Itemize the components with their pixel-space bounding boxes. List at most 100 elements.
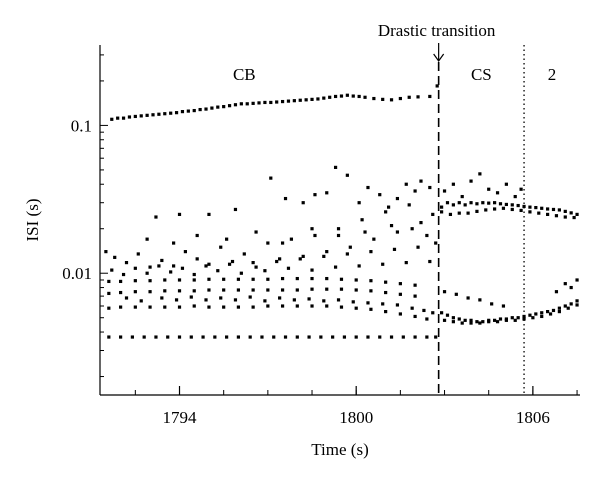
- data-point: [498, 202, 503, 206]
- data-point: [357, 94, 361, 99]
- data-point: [169, 270, 173, 274]
- data-point: [322, 96, 326, 100]
- data-point: [280, 304, 285, 308]
- data-point: [392, 247, 397, 251]
- data-point: [490, 302, 494, 306]
- data-point: [280, 99, 285, 104]
- data-point: [369, 250, 373, 254]
- data-point: [413, 314, 417, 319]
- data-point: [445, 313, 450, 317]
- data-point: [192, 278, 196, 282]
- data-point: [439, 311, 444, 315]
- data-point: [451, 316, 455, 320]
- data-point: [216, 105, 220, 109]
- data-point: [345, 93, 349, 97]
- data-point: [145, 237, 149, 241]
- data-point: [431, 311, 435, 315]
- data-point: [528, 313, 532, 317]
- data-point: [386, 205, 391, 209]
- data-point: [416, 245, 420, 249]
- data-point: [363, 230, 367, 234]
- data-point: [575, 212, 579, 217]
- data-point: [172, 264, 176, 268]
- data-point: [510, 316, 514, 320]
- data-point: [269, 100, 273, 105]
- data-point: [242, 252, 246, 256]
- data-point: [369, 289, 373, 293]
- data-point: [551, 308, 556, 313]
- data-point: [398, 96, 402, 101]
- data-point: [248, 295, 252, 299]
- data-point: [174, 298, 179, 302]
- data-point: [519, 187, 523, 191]
- data-point: [366, 185, 370, 190]
- data-point: [439, 205, 444, 209]
- data-points: [104, 84, 579, 339]
- data-point: [119, 290, 123, 295]
- data-point: [107, 291, 111, 296]
- data-point: [381, 97, 385, 101]
- data-point: [498, 317, 503, 321]
- data-point: [428, 185, 432, 190]
- data-point: [372, 237, 376, 241]
- data-point: [457, 201, 461, 205]
- data-point: [198, 107, 202, 112]
- data-point: [563, 304, 567, 308]
- data-point: [189, 335, 193, 339]
- data-point: [325, 276, 329, 281]
- data-point: [537, 211, 541, 215]
- data-point: [478, 172, 482, 176]
- data-point: [313, 233, 317, 238]
- data-point: [398, 312, 402, 316]
- data-point: [534, 205, 538, 210]
- data-point: [169, 111, 173, 115]
- data-point: [413, 189, 417, 193]
- data-point: [142, 335, 146, 339]
- data-point: [319, 335, 323, 339]
- data-point: [133, 114, 137, 119]
- data-point: [216, 269, 220, 273]
- data-point: [304, 98, 308, 102]
- data-point: [236, 335, 241, 339]
- data-point: [251, 305, 255, 309]
- data-point: [540, 311, 544, 315]
- data-point: [310, 304, 314, 308]
- tick-labels: 1794 1800 1806 0.01 0.1: [62, 116, 550, 427]
- data-point: [495, 320, 500, 324]
- data-point: [119, 335, 123, 339]
- data-point: [360, 218, 364, 222]
- data-point: [278, 296, 282, 300]
- data-point: [295, 304, 299, 308]
- data-point: [546, 207, 550, 211]
- data-point: [398, 282, 402, 286]
- data-point: [310, 227, 314, 231]
- data-point: [442, 290, 447, 294]
- data-point: [513, 318, 517, 322]
- data-point: [413, 294, 417, 298]
- data-point: [189, 295, 193, 299]
- data-point: [133, 279, 137, 283]
- data-point: [298, 257, 302, 261]
- data-point: [572, 215, 576, 220]
- data-point: [160, 296, 164, 300]
- data-point: [310, 276, 314, 281]
- data-point: [575, 278, 579, 282]
- data-point: [286, 99, 291, 103]
- data-point: [501, 304, 506, 308]
- data-point: [151, 113, 155, 117]
- data-point: [384, 210, 388, 214]
- y-tick-label: 0.01: [62, 264, 92, 283]
- data-point: [501, 206, 506, 210]
- data-point: [163, 112, 167, 116]
- data-point: [333, 165, 338, 169]
- data-point: [222, 105, 226, 109]
- data-point: [213, 335, 217, 339]
- data-point: [404, 260, 408, 265]
- data-point: [269, 176, 273, 180]
- data-point: [448, 212, 453, 217]
- data-point: [245, 102, 249, 106]
- transition-annotation: Drastic transition: [378, 21, 496, 40]
- data-point: [148, 305, 152, 309]
- data-point: [219, 296, 223, 300]
- data-point: [442, 189, 447, 193]
